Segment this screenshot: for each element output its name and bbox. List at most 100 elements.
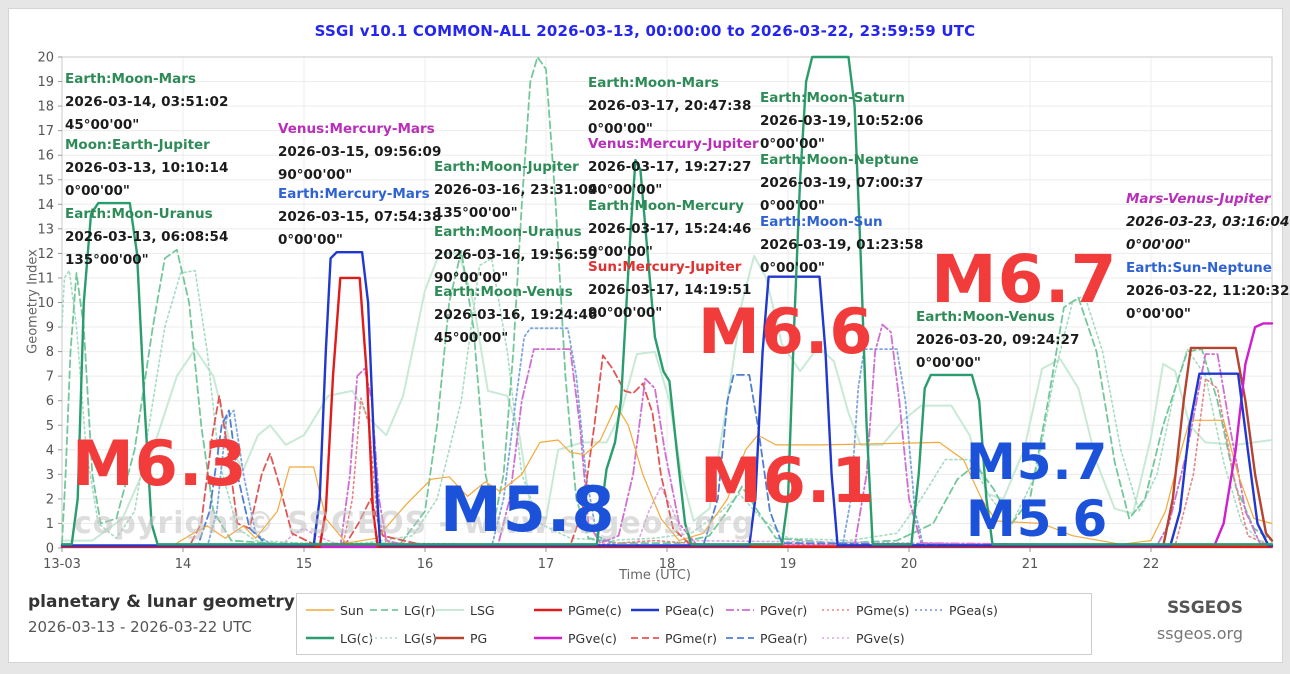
magnitude-label-M6.7: M6.7 xyxy=(931,241,1118,318)
annotation-8: Earth:Moon-Venus 2026-03-16, 19:24:46 45°0… xyxy=(434,281,597,350)
annotation-datetime: 2026-03-22, 11:20:32 xyxy=(1126,283,1290,299)
magnitude-label-M5.8: M5.8 xyxy=(440,473,616,546)
legend-item-pgme_s: PGme(s) xyxy=(821,603,914,618)
annotation-angle: 90°00'00" xyxy=(278,167,353,183)
annotation-datetime: 2026-03-14, 03:51:02 xyxy=(65,94,229,110)
x-tick-label: 14 xyxy=(175,557,192,572)
annotation-9: Earth:Moon-Mars 2026-03-17, 20:47:38 0°00'… xyxy=(588,72,751,141)
magnitude-label-M5.7: M5.7 xyxy=(966,433,1109,491)
series-pg xyxy=(60,346,1274,548)
brand-name: SSGEOS xyxy=(1167,598,1243,618)
annotation-datetime: 2026-03-17, 15:24:46 xyxy=(588,221,752,237)
annotation-datetime: 2026-03-16, 19:24:46 xyxy=(434,307,598,323)
y-axis-label: Geometry Index xyxy=(25,249,41,354)
legend-item-lg_c: LG(c) xyxy=(305,631,373,646)
legend-label-lg_c: LG(c) xyxy=(340,630,374,646)
chart-card xyxy=(8,8,1283,663)
legend-line-sample-pgea_s xyxy=(915,609,943,611)
annotation-datetime: 2026-03-17, 19:27:27 xyxy=(588,159,752,175)
annotation-7: Earth:Moon-Uranus 2026-03-16, 19:56:59 90°… xyxy=(434,221,597,290)
legend-line-sample-lg_r xyxy=(370,609,398,611)
legend-label-pgea_c: PGea(c) xyxy=(665,602,715,618)
legend-line-sample-pg xyxy=(436,636,464,640)
y-tick-label: 0 xyxy=(46,542,54,557)
annotation-14: Earth:Moon-Neptune 2026-03-19, 07:00:37 0°… xyxy=(760,149,923,218)
magnitude-label-M6.1: M6.1 xyxy=(700,444,876,517)
legend-line-sample-lg_c xyxy=(306,636,334,640)
annotation-title: Earth:Moon-Neptune xyxy=(760,152,919,168)
annotation-12: Sun:Mercury-Jupiter 2026-03-17, 14:19:51 9… xyxy=(588,256,751,325)
y-tick-label: 14 xyxy=(37,198,54,213)
annotation-title: Earth:Moon-Jupiter xyxy=(434,159,579,175)
series-lg_s xyxy=(61,257,1273,544)
legend-label-pgme_r: PGme(r) xyxy=(665,630,717,646)
annotation-angle: 90°00'00" xyxy=(588,305,663,321)
y-tick-label: 17 xyxy=(37,124,54,139)
legend-label-lg_s: LG(s) xyxy=(404,630,437,646)
legend-line-sample-pgme_c xyxy=(534,608,562,612)
annotation-angle: 90°00'00" xyxy=(588,182,663,198)
annotation-angle: 0°00'00" xyxy=(65,183,130,199)
legend-label-pgve_c: PGve(c) xyxy=(568,630,617,646)
legend-label-pgve_s: PGve(s) xyxy=(856,630,905,646)
annotation-datetime: 2026-03-16, 23:31:04 xyxy=(434,182,598,198)
watermark: copyright© SSGEOS - www.ssgeos.org xyxy=(74,506,755,541)
legend-line-sample-pgme_s xyxy=(822,609,850,611)
legend-item-pgve_r: PGve(r) xyxy=(725,603,821,618)
y-tick-label: 13 xyxy=(37,222,54,237)
series-lg_r xyxy=(61,56,1273,546)
legend-line-sample-pgme_r xyxy=(631,637,659,639)
annotation-datetime: 2026-03-15, 07:54:38 xyxy=(278,209,442,225)
legend-label-pgea_s: PGea(s) xyxy=(949,602,998,618)
annotation-datetime: 2026-03-16, 19:56:59 xyxy=(434,247,598,263)
annotation-5: Earth:Mercury-Mars 2026-03-15, 07:54:38 0°… xyxy=(278,183,441,252)
y-tick-label: 12 xyxy=(37,247,54,262)
legend-line-sample-pgve_s xyxy=(822,637,850,639)
annotation-datetime: 2026-03-13, 10:10:14 xyxy=(65,160,229,176)
magnitude-label-M6.6: M6.6 xyxy=(698,295,874,368)
annotation-title: Earth:Moon-Sun xyxy=(760,214,883,230)
series-pgve_r xyxy=(61,323,1273,548)
annotation-angle: 0°00'00" xyxy=(916,355,981,371)
legend-label-pgme_c: PGme(c) xyxy=(568,602,622,618)
y-tick-label: 19 xyxy=(37,75,54,90)
annotation-datetime: 2026-03-17, 14:19:51 xyxy=(588,282,752,298)
legend-line-sample-pgve_c xyxy=(534,636,562,640)
annotation-datetime: 2026-03-13, 06:08:54 xyxy=(65,229,229,245)
legend-label-sun: Sun xyxy=(340,602,364,618)
legend-item-pgea_r: PGea(r) xyxy=(725,631,821,646)
legend-item-pgea_c: PGea(c) xyxy=(630,603,725,618)
legend-row-1: Sun LG(r) LSG PGme(c) PGea(c) PGve(r) PGme(s) P… xyxy=(305,603,1087,618)
annotation-title: Sun:Mercury-Jupiter xyxy=(588,259,742,275)
legend-item-pgme_r: PGme(r) xyxy=(630,631,725,646)
legend-item-pgea_s: PGea(s) xyxy=(914,603,1087,618)
annotation-4: Venus:Mercury-Mars 2026-03-15, 09:56:09 90… xyxy=(278,118,441,187)
annotation-11: Earth:Moon-Mercury 2026-03-17, 15:24:46 0°… xyxy=(588,195,751,264)
legend-line-sample-lg_s xyxy=(370,637,398,639)
legend-line-sample-pgea_r xyxy=(726,637,754,639)
magnitude-label-M6.3: M6.3 xyxy=(72,427,248,500)
annotation-angle: 135°00'00" xyxy=(65,252,149,268)
annotation-angle: 135°00'00" xyxy=(434,205,518,221)
annotation-datetime: 2026-03-23, 03:16:04 xyxy=(1126,214,1290,230)
magnitude-label-M5.6: M5.6 xyxy=(966,490,1109,548)
annotation-datetime: 2026-03-19, 07:00:37 xyxy=(760,175,924,191)
annotation-title: Moon:Earth-Jupiter xyxy=(65,137,210,153)
series-pgme_r xyxy=(61,354,1273,548)
series-pgme_s xyxy=(61,377,1273,548)
x-tick-label: 22 xyxy=(1143,557,1160,572)
annotation-16: Earth:Moon-Venus 2026-03-20, 09:24:27 0°00… xyxy=(916,306,1079,375)
y-tick-label: 10 xyxy=(37,296,54,311)
series-lsg xyxy=(61,252,1273,542)
y-tick-label: 15 xyxy=(37,173,54,188)
annotation-title: Earth:Mercury-Mars xyxy=(278,186,430,202)
x-tick-label: 20 xyxy=(901,557,918,572)
annotation-angle: 0°00'00" xyxy=(760,136,825,152)
annotation-angle: 90°00'00" xyxy=(434,270,509,286)
annotation-18: Earth:Sun-Neptune 2026-03-22, 11:20:32 0°0… xyxy=(1126,257,1289,326)
annotation-angle: 0°00'00" xyxy=(278,232,343,248)
series-pgea_r xyxy=(61,373,1273,548)
annotation-title: Earth:Moon-Mars xyxy=(588,75,719,91)
annotation-datetime: 2026-03-20, 09:24:27 xyxy=(916,332,1080,348)
annotation-datetime: 2026-03-19, 01:23:58 xyxy=(760,237,924,253)
